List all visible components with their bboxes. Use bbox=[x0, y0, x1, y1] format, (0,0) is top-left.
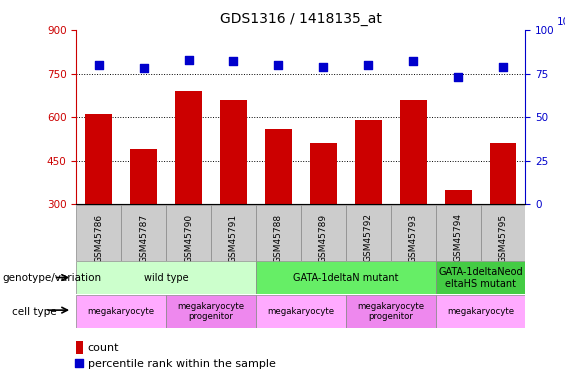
Bar bbox=[436, 205, 481, 261]
Bar bbox=[166, 295, 256, 328]
Bar bbox=[391, 205, 436, 261]
Bar bbox=[399, 100, 427, 292]
Bar bbox=[256, 205, 301, 261]
Text: wild type: wild type bbox=[144, 273, 188, 283]
Point bbox=[408, 58, 418, 64]
Bar bbox=[346, 295, 436, 328]
Text: GSM45789: GSM45789 bbox=[319, 213, 328, 262]
Title: GDS1316 / 1418135_at: GDS1316 / 1418135_at bbox=[220, 12, 382, 26]
Text: megakaryocyte
progenitor: megakaryocyte progenitor bbox=[177, 302, 245, 321]
Text: cell type: cell type bbox=[12, 307, 57, 317]
Text: 100%: 100% bbox=[557, 16, 565, 27]
Bar bbox=[76, 295, 166, 328]
Text: GSM45786: GSM45786 bbox=[94, 213, 103, 262]
Text: megakaryocyte
progenitor: megakaryocyte progenitor bbox=[357, 302, 424, 321]
Bar bbox=[301, 205, 346, 261]
Text: GATA-1deltaN mutant: GATA-1deltaN mutant bbox=[293, 273, 398, 283]
Bar bbox=[265, 129, 292, 292]
Text: GSM45795: GSM45795 bbox=[498, 213, 507, 262]
Point bbox=[126, 309, 135, 315]
Text: percentile rank within the sample: percentile rank within the sample bbox=[88, 359, 276, 369]
Text: GSM45787: GSM45787 bbox=[139, 213, 148, 262]
Bar bbox=[436, 295, 525, 328]
Text: GSM45793: GSM45793 bbox=[408, 213, 418, 262]
Point bbox=[94, 62, 103, 68]
Bar bbox=[130, 149, 157, 292]
Bar bbox=[256, 295, 346, 328]
Text: GATA-1deltaNeod
eltaHS mutant: GATA-1deltaNeod eltaHS mutant bbox=[438, 267, 523, 289]
Text: GSM45794: GSM45794 bbox=[454, 213, 463, 262]
Bar bbox=[166, 205, 211, 261]
Point bbox=[319, 64, 328, 70]
Text: GSM45791: GSM45791 bbox=[229, 213, 238, 262]
Bar bbox=[85, 114, 112, 292]
Text: megakaryocyte: megakaryocyte bbox=[88, 307, 155, 316]
Point bbox=[139, 65, 148, 71]
Bar bbox=[76, 261, 256, 294]
Point bbox=[498, 64, 507, 70]
Text: count: count bbox=[88, 343, 119, 353]
Text: GSM45788: GSM45788 bbox=[274, 213, 283, 262]
Point bbox=[229, 58, 238, 64]
Bar bbox=[346, 205, 391, 261]
Bar bbox=[211, 205, 256, 261]
Text: megakaryocyte: megakaryocyte bbox=[447, 307, 514, 316]
Point bbox=[364, 62, 373, 68]
Bar bbox=[310, 143, 337, 292]
Bar bbox=[436, 261, 525, 294]
Bar bbox=[175, 91, 202, 292]
Point bbox=[454, 74, 463, 80]
Text: GSM45792: GSM45792 bbox=[364, 213, 373, 262]
Bar bbox=[355, 120, 382, 292]
Point bbox=[184, 57, 193, 63]
Bar bbox=[445, 190, 472, 292]
Point bbox=[274, 62, 283, 68]
Text: megakaryocyte: megakaryocyte bbox=[267, 307, 334, 316]
Bar bbox=[76, 205, 121, 261]
Bar bbox=[489, 143, 516, 292]
Text: GSM45790: GSM45790 bbox=[184, 213, 193, 262]
Bar bbox=[256, 261, 436, 294]
Bar bbox=[481, 205, 525, 261]
Bar bbox=[220, 100, 247, 292]
Text: genotype/variation: genotype/variation bbox=[3, 273, 102, 283]
Bar bbox=[121, 205, 166, 261]
